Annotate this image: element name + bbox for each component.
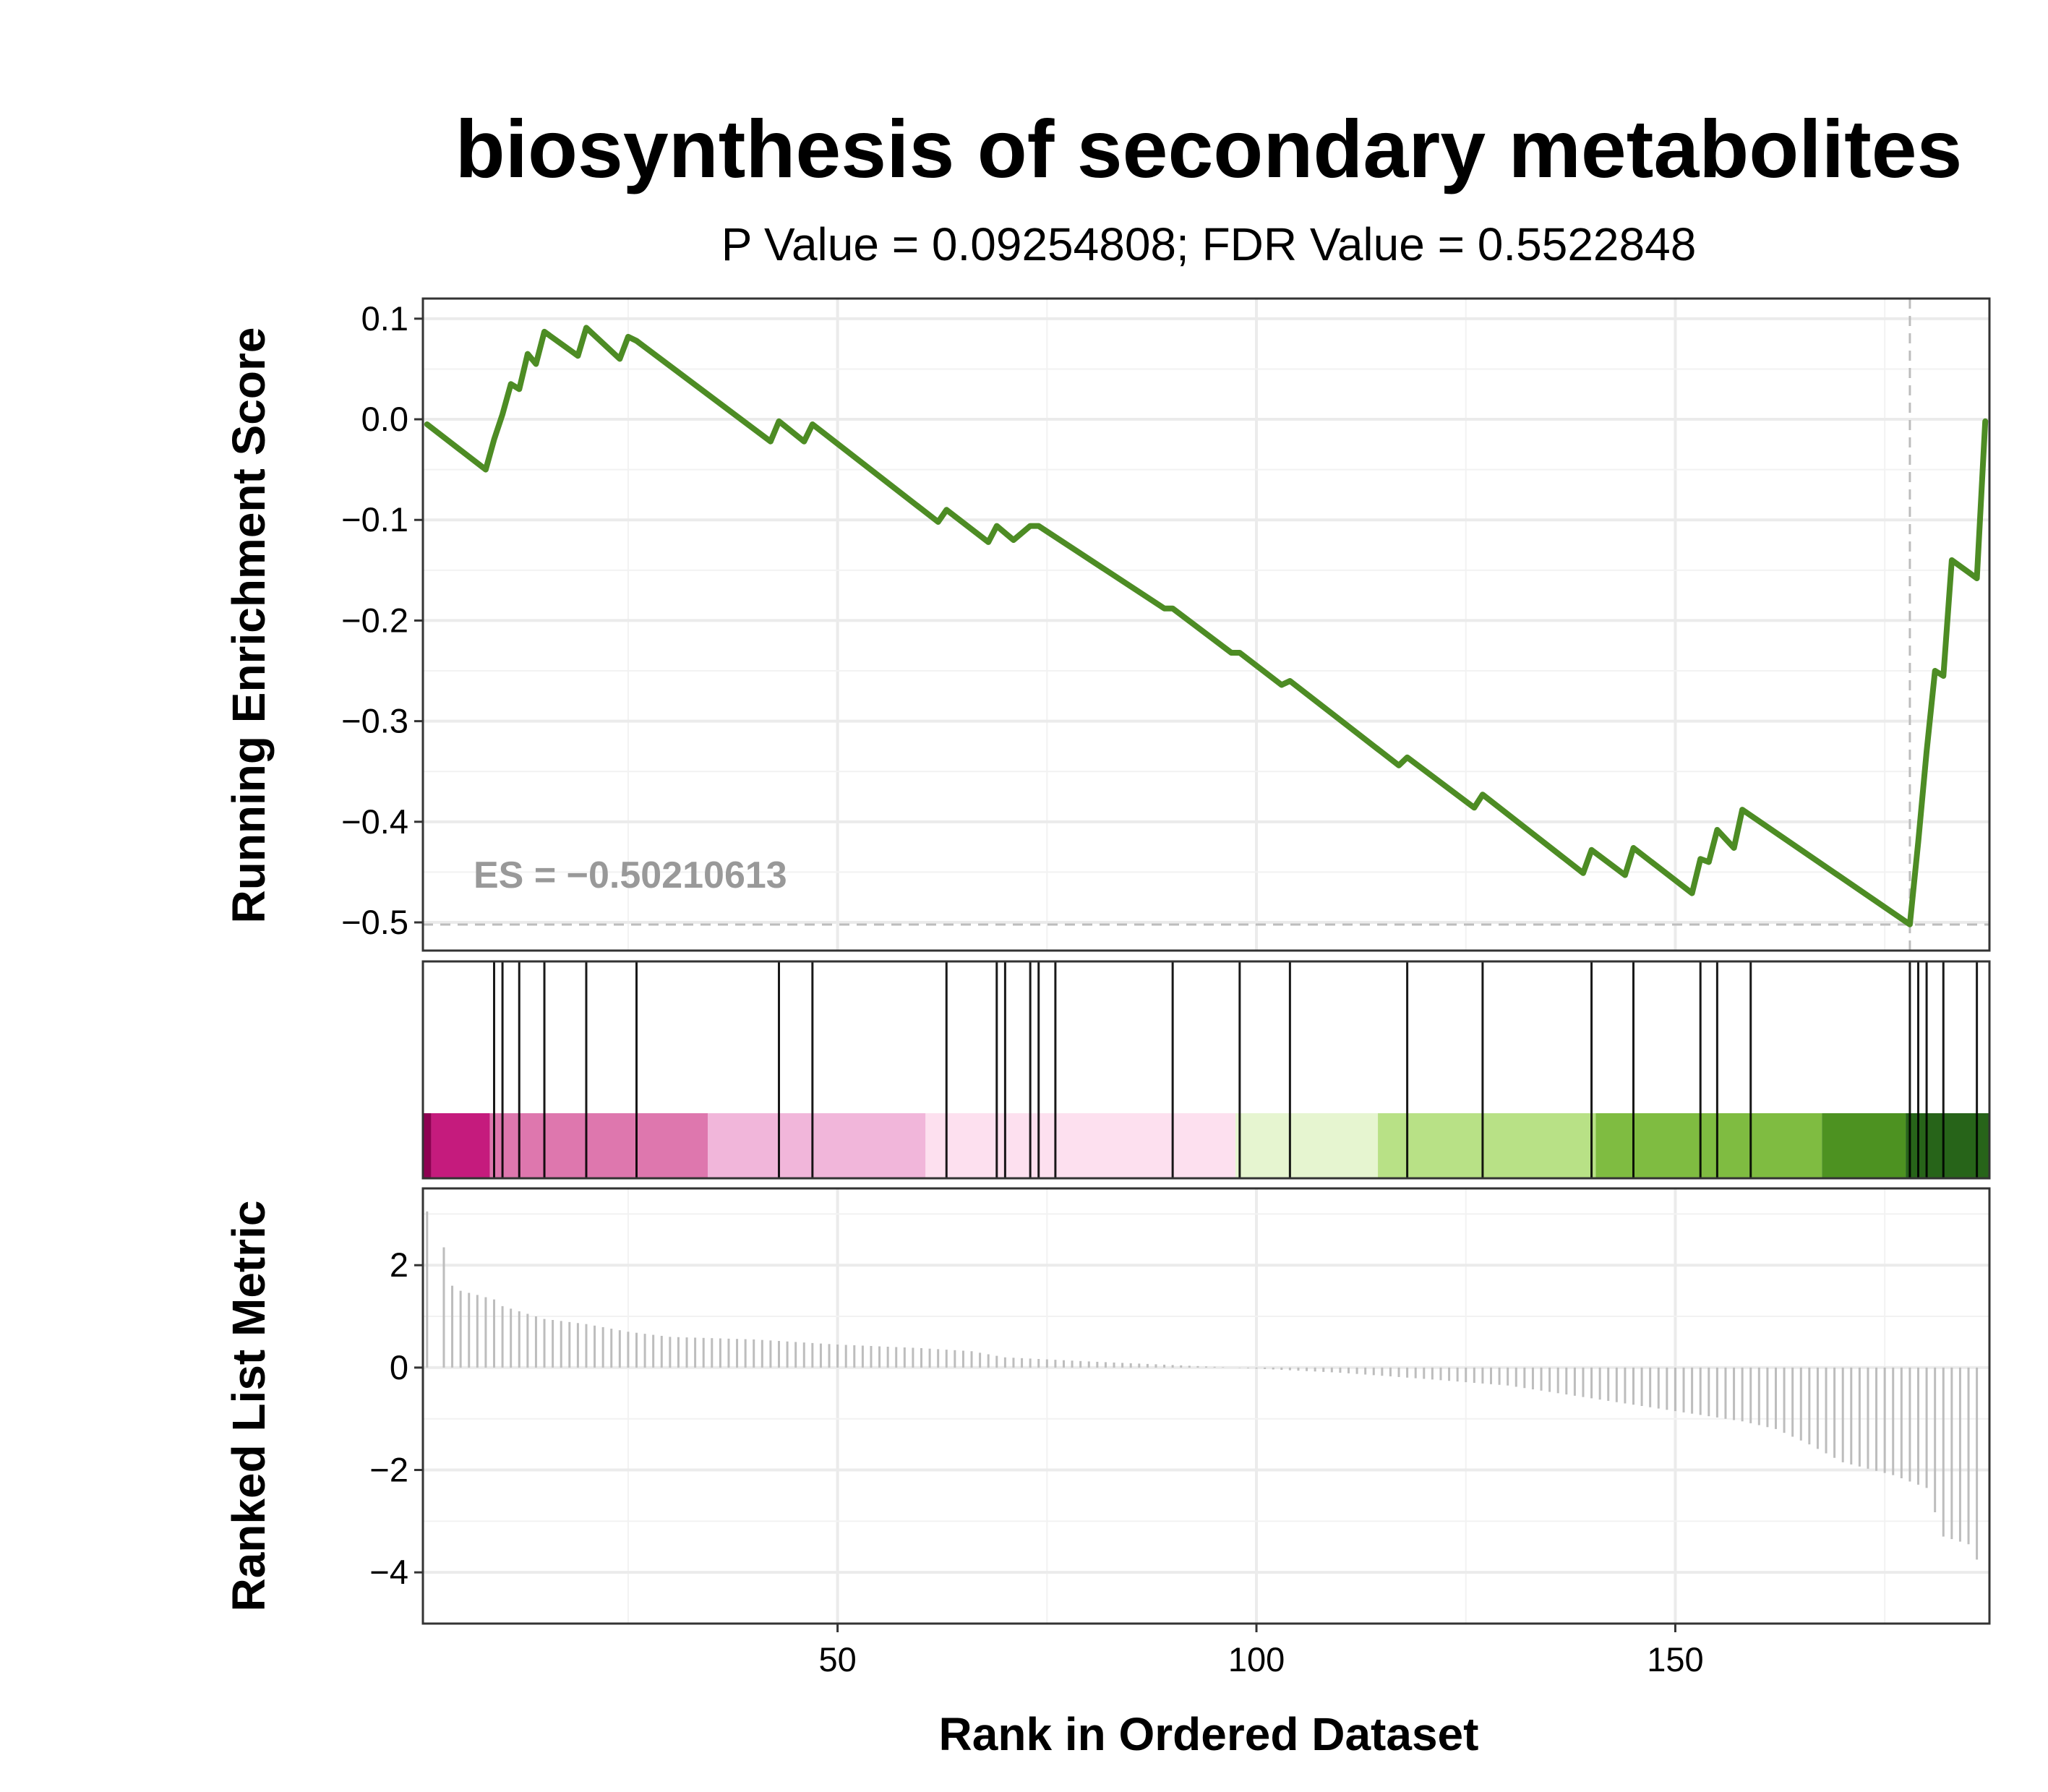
rank-color-band bbox=[1822, 1113, 1906, 1178]
es-panel-grid bbox=[423, 299, 1989, 951]
es-y-axis-title: Running Enrichment Score bbox=[223, 327, 275, 924]
x-axis: 50 100 150 bbox=[818, 1624, 1704, 1679]
ranked-metric-panel: 2 0 −2 −4 50 100 150 bbox=[369, 1187, 1991, 1679]
rank-color-band bbox=[423, 1113, 432, 1178]
chart-title: biosynthesis of secondary metabolites bbox=[455, 103, 1963, 194]
hit-panel-border bbox=[421, 960, 1991, 1180]
es-y-tick-label: −0.5 bbox=[341, 903, 408, 941]
es-value-label: ES = −0.50210613 bbox=[474, 854, 787, 896]
rank-color-band bbox=[708, 1113, 926, 1178]
es-panel-border bbox=[421, 297, 1991, 952]
es-y-tick-label: −0.1 bbox=[341, 500, 408, 539]
running-es-panel: ES = −0.50210613 0.1 0.0 −0.1 −0.2 −0.3 −0.4 −… bbox=[341, 297, 1991, 952]
rank-panel-grid bbox=[423, 1188, 1989, 1624]
rank-color-band bbox=[1595, 1113, 1822, 1178]
rank-color-bands bbox=[423, 1113, 1989, 1178]
rank-panel-background bbox=[423, 1188, 1989, 1624]
rank-color-band bbox=[489, 1113, 708, 1178]
rank-y-axis-title: Ranked List Metric bbox=[223, 1200, 275, 1611]
es-y-axis: 0.1 0.0 −0.1 −0.2 −0.3 −0.4 −0.5 bbox=[341, 299, 423, 941]
chart-subtitle: P Value = 0.09254808; FDR Value = 0.5522… bbox=[721, 218, 1697, 270]
running-es-line bbox=[424, 325, 1989, 927]
gene-hit-lines bbox=[493, 961, 1979, 1178]
rank-y-tick-label: −4 bbox=[369, 1553, 408, 1591]
es-y-tick-label: −0.4 bbox=[341, 802, 408, 841]
rank-color-band bbox=[925, 1113, 1236, 1178]
es-y-tick-label: 0.0 bbox=[361, 400, 408, 438]
gene-hit-panel bbox=[421, 960, 1991, 1180]
es-y-tick-label: −0.2 bbox=[341, 601, 408, 639]
rank-color-band bbox=[1235, 1113, 1379, 1178]
rank-color-band bbox=[1906, 1113, 1989, 1178]
es-panel-background bbox=[423, 299, 1989, 951]
es-y-tick-label: 0.1 bbox=[361, 299, 408, 338]
es-y-tick-label: −0.3 bbox=[341, 702, 408, 740]
ranked-metric-bars bbox=[426, 1211, 1979, 1560]
x-tick-label: 150 bbox=[1647, 1640, 1703, 1679]
rank-y-tick-label: 2 bbox=[390, 1246, 408, 1284]
rank-y-axis: 2 0 −2 −4 bbox=[369, 1246, 423, 1591]
es-reference-lines bbox=[423, 299, 1989, 951]
rank-color-band bbox=[431, 1113, 490, 1178]
rank-panel-border bbox=[421, 1187, 1991, 1625]
rank-y-tick-label: 0 bbox=[390, 1348, 408, 1386]
x-tick-label: 100 bbox=[1228, 1640, 1285, 1679]
rank-color-band bbox=[1378, 1113, 1596, 1178]
x-axis-title: Rank in Ordered Dataset bbox=[939, 1708, 1479, 1760]
rank-y-tick-label: −2 bbox=[369, 1451, 408, 1489]
x-tick-label: 50 bbox=[818, 1640, 856, 1679]
